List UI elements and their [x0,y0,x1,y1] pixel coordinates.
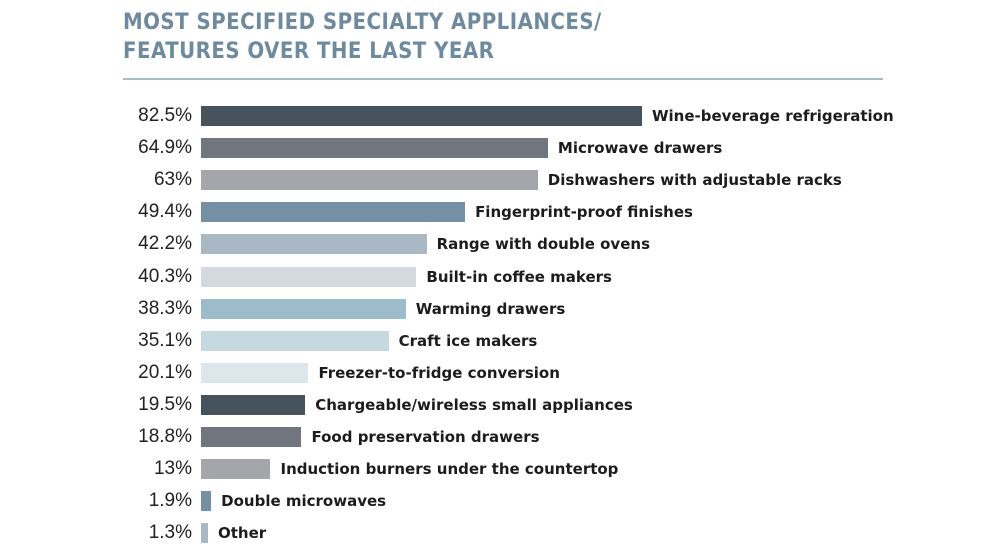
bar [201,106,642,126]
bar-category-label: Food preservation drawers [311,428,540,446]
bar [201,266,417,287]
bar [201,234,427,255]
bar-value-label: 1.3% [148,522,192,544]
bar-category-label: Range with double ovens [436,235,650,254]
bar-row: 38.3% Warming drawers [0,298,1000,320]
bar-category-label: Chargeable/wireless small appliances [315,395,633,414]
bar-value-label: 13% [153,458,192,480]
bar-category-label: Wine-beverage refrigeration [652,107,894,125]
chart-title-line-2: FEATURES OVER THE LAST YEAR [123,39,495,64]
bar-row: 18.8% Food preservation drawers [0,426,1000,448]
bar [201,330,389,351]
bar-category-label: Microwave drawers [557,139,723,158]
bar [201,362,309,383]
bar [201,394,306,415]
bar [201,170,538,191]
bar-value-label: 82.5% [138,105,192,126]
bar-value-label: 35.1% [138,329,192,351]
bar-row: 64.9% Microwave drawers [0,137,1000,159]
bar-row: 19.5% Chargeable/wireless small appliance… [0,394,1000,416]
bar-value-label: 19.5% [138,393,192,415]
bar-value-label: 38.3% [138,297,192,319]
bar-category-label: Fingerprint-proof finishes [475,203,693,222]
bar-value-label: 49.4% [138,201,192,223]
bar-row: 13% Induction burners under the counterto… [0,458,1000,480]
bar-category-label: Induction burners under the countertop [280,460,619,479]
bar-value-label: 20.1% [138,361,192,383]
bar-category-label: Freezer-to-fridge conversion [318,363,560,382]
chart-title: MOST SPECIFIED SPECIALTY APPLIANCES/ FEA… [123,8,602,66]
bar [201,298,406,319]
bar-row: 1.9% Double microwaves [0,490,1000,512]
bar [201,523,208,544]
bar-row: 42.2% Range with double ovens [0,233,1000,255]
bar-category-label: Dishwashers with adjustable racks [547,171,842,190]
bar [201,202,466,223]
bar-row: 49.4% Fingerprint-proof finishes [0,201,1000,223]
bar-category-label: Craft ice makers [398,331,538,350]
bar-value-label: 64.9% [138,137,192,159]
bar-category-label: Built-in coffee makers [426,267,612,286]
bar-value-label: 1.9% [148,490,192,512]
bar-row: 40.3% Built-in coffee makers [0,266,1000,288]
bar-value-label: 63% [153,169,192,191]
bar-category-label: Warming drawers [415,299,566,318]
bar-value-label: 18.8% [138,426,192,447]
bar-row: 63% Dishwashers with adjustable racks [0,169,1000,191]
title-divider [123,78,883,80]
bar [201,491,212,512]
bar-row: 1.3% Other [0,522,1000,544]
bar-row: 20.1% Freezer-to-fridge conversion [0,362,1000,384]
bar [201,427,302,447]
bar-category-label: Other [218,524,267,543]
bar [201,138,548,159]
bar-value-label: 42.2% [138,233,192,255]
bar-category-label: Double microwaves [221,492,387,511]
bar [201,459,271,480]
bar-row: 82.5% Wine-beverage refrigeration [0,105,1000,127]
chart-title-line-1: MOST SPECIFIED SPECIALTY APPLIANCES/ [123,10,602,35]
bar-row: 35.1% Craft ice makers [0,330,1000,352]
bar-value-label: 40.3% [138,265,192,287]
